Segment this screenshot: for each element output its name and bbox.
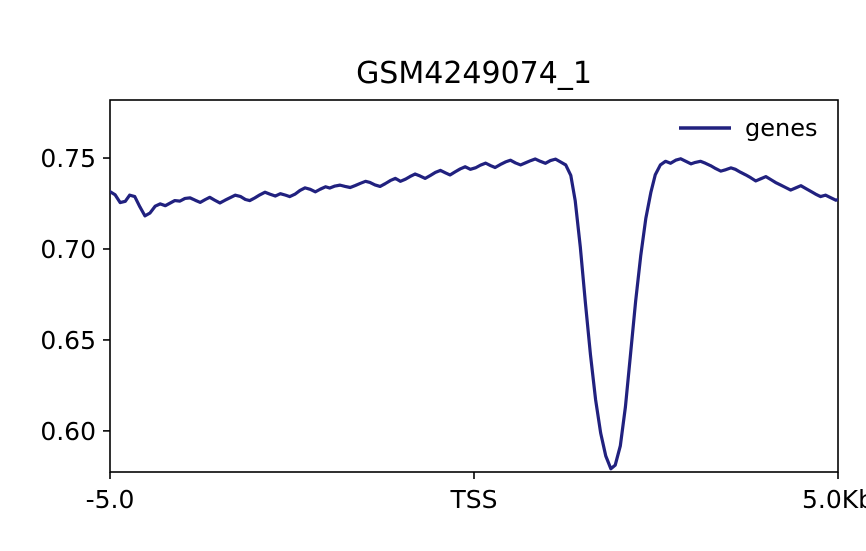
y-tick-label: 0.75: [40, 144, 96, 173]
legend: genes: [679, 114, 817, 142]
y-tick-label: 0.70: [40, 235, 96, 264]
y-axis-ticks: 0.75 0.70 0.65 0.60: [40, 144, 110, 446]
plot-data-area: [110, 157, 838, 471]
y-tick-label: 0.65: [40, 326, 96, 355]
x-tick-label: 5.0Kb: [802, 485, 866, 514]
x-tick-label: TSS: [449, 485, 497, 514]
y-tick-label: 0.60: [40, 417, 96, 446]
legend-label-genes: genes: [745, 114, 817, 142]
x-axis-ticks: -5.0 TSS 5.0Kb: [86, 472, 866, 514]
x-tick-label: -5.0: [86, 485, 135, 514]
page-title: GSM4249074_1: [356, 56, 592, 91]
series-line-genes: [110, 157, 838, 471]
